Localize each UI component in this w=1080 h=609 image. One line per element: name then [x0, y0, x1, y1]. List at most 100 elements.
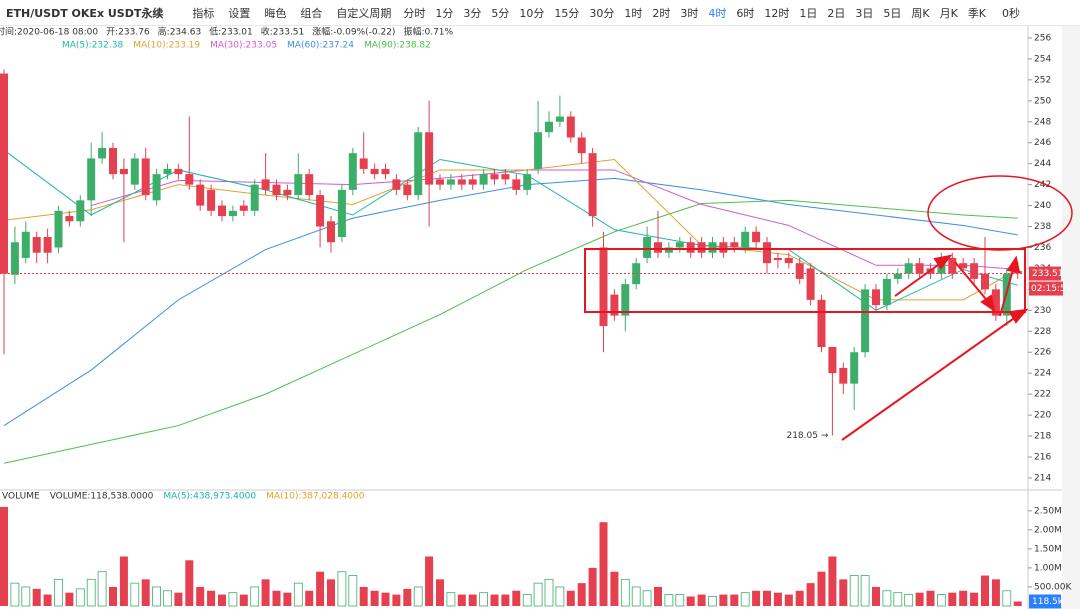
candle-body — [43, 237, 52, 253]
period-button[interactable]: 5日 — [883, 6, 902, 20]
period-button[interactable]: 6时 — [736, 6, 755, 20]
candle-body — [479, 174, 488, 185]
candle-body — [806, 268, 815, 300]
candle-body — [675, 242, 684, 248]
candle-body — [457, 179, 466, 185]
volume-bar — [65, 592, 74, 606]
volume-bar — [784, 594, 793, 606]
y-tick-label: 244 — [1034, 159, 1051, 169]
candle-body — [141, 158, 150, 196]
volume-bar — [948, 592, 957, 606]
tool-button[interactable]: 设置 — [228, 6, 251, 20]
period-button[interactable]: 30分 — [589, 6, 615, 20]
volume-bar — [882, 590, 892, 607]
volume-bar — [490, 594, 499, 606]
candle-body — [795, 263, 804, 279]
volume-bar — [436, 579, 444, 606]
tool-button[interactable]: 指标 — [192, 6, 215, 20]
y-tick-label: 1.00M — [1034, 563, 1062, 573]
volume-bar — [642, 590, 652, 607]
y-tick-label: 214 — [1034, 473, 1051, 483]
candle-body — [643, 237, 652, 258]
period-button[interactable]: 5分 — [491, 6, 510, 20]
candle-body — [730, 242, 739, 248]
highlight-box — [584, 248, 1026, 313]
candle-body — [555, 116, 564, 122]
volume-bar — [348, 575, 358, 607]
candle-body — [991, 289, 1000, 316]
volume-bar — [588, 567, 597, 606]
highlight-ellipse — [927, 175, 1073, 251]
candle-body — [196, 184, 205, 206]
info-text: 高:234.63 — [158, 26, 202, 38]
tool-button[interactable]: 组合 — [300, 6, 323, 20]
candle-body — [523, 174, 532, 190]
volume-bar — [849, 575, 859, 607]
candle-body — [566, 116, 575, 138]
y-tick-label: 236 — [1034, 243, 1051, 253]
y-tick-label: 230 — [1034, 306, 1051, 316]
volume-bar — [130, 582, 140, 607]
y-tick-label: 254 — [1034, 54, 1051, 64]
toolbar: ETH/USDT OKEx USDT永续 指标 设置 晦色 组合 自定义周期 分时 1分 3分 5… — [0, 0, 1080, 26]
volume-bar — [719, 594, 728, 606]
period-button[interactable]: 1日 — [799, 6, 818, 20]
y-tick-label: 238 — [1034, 222, 1051, 232]
candle-body — [403, 184, 412, 196]
volume-bar — [512, 590, 521, 606]
candle-body — [10, 242, 19, 275]
period-button[interactable]: 4时 — [708, 6, 727, 20]
period-button[interactable]: 月K — [939, 6, 958, 20]
candle-body — [305, 174, 314, 196]
volume-bar — [370, 590, 379, 606]
custom-period[interactable]: 自定义周期 — [336, 6, 392, 20]
candle-body — [490, 174, 499, 180]
legend-text: MA(30):233.05 — [210, 41, 277, 51]
candle-body — [763, 242, 771, 264]
period-button[interactable]: 15分 — [554, 6, 580, 20]
volume-bar — [566, 590, 575, 606]
y-tick-label: 216 — [1034, 452, 1051, 462]
period-button[interactable]: 2日 — [827, 6, 846, 20]
candle-body — [784, 257, 793, 264]
period-button[interactable]: 10分 — [519, 6, 545, 20]
volume-bar — [283, 592, 292, 606]
candle-body — [174, 168, 183, 175]
period-button[interactable]: 12时 — [764, 6, 790, 20]
volume-bar — [305, 590, 314, 606]
period-button[interactable]: 1分 — [435, 6, 454, 20]
volume-bar — [337, 571, 347, 607]
volume-bar — [1002, 590, 1012, 607]
volume-bar — [970, 592, 979, 606]
period-button[interactable]: 周K — [911, 6, 930, 20]
period-button[interactable]: 3分 — [463, 6, 482, 20]
symbol[interactable]: ETH/USDT OKEx USDT永续 — [6, 6, 164, 20]
volume-bar — [620, 578, 630, 607]
candle-body — [610, 294, 619, 316]
period-button[interactable]: 3时 — [680, 6, 699, 20]
period-button[interactable]: 3日 — [855, 6, 874, 20]
info-text: 开:233.76 — [106, 27, 150, 38]
candle-body — [752, 231, 761, 243]
period-button[interactable]: 2时 — [652, 6, 671, 20]
volume-bar — [196, 586, 205, 606]
volume-bar — [174, 592, 183, 606]
candle-body — [119, 168, 128, 175]
y-tick-label: 240 — [1034, 201, 1051, 211]
candle-body — [65, 216, 74, 222]
volume-bar — [959, 590, 968, 606]
period-button[interactable]: 分时 — [403, 6, 426, 20]
candle-body — [152, 174, 161, 201]
candle-body — [446, 179, 455, 185]
candle-body — [970, 263, 979, 279]
volume-bar — [915, 592, 924, 606]
period-button[interactable]: 季K — [967, 6, 987, 20]
volume-bar — [152, 586, 162, 607]
volume-bar — [577, 583, 586, 606]
volume-bar — [610, 571, 619, 606]
volume-bar — [904, 594, 914, 607]
tool-button[interactable]: 晦色 — [264, 6, 287, 20]
period-button[interactable]: 1时 — [624, 6, 643, 20]
volume-bar — [239, 594, 248, 606]
